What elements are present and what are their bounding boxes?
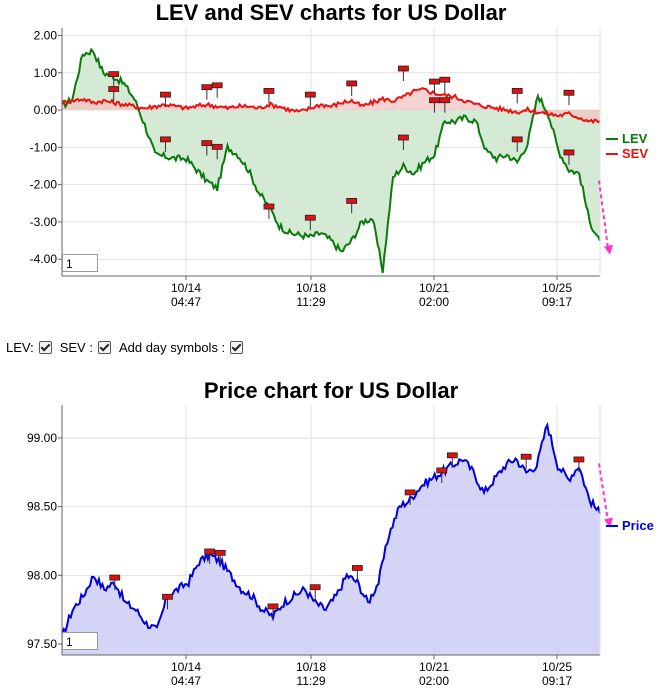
y-tick-label: -3.00 (30, 215, 58, 229)
x-tick-time: 04:47 (171, 674, 201, 688)
day-marker (511, 87, 523, 94)
day-marker (351, 565, 363, 571)
price-chart-title: Price chart for US Dollar (203, 378, 459, 403)
day-marker (263, 87, 275, 94)
lev-sev-zoom-input[interactable]: 1 (62, 254, 98, 272)
day-marker (346, 198, 358, 204)
lev-sev-chart-title: LEV and SEV charts for US Dollar (155, 0, 507, 25)
day-marker (520, 453, 532, 460)
day-marker (204, 548, 216, 555)
series-fill-lev (62, 49, 600, 273)
day-marker (304, 214, 316, 221)
y-tick-label: -4.00 (30, 252, 58, 266)
x-tick-time: 11:29 (296, 295, 325, 309)
day-symbols-label: Add day symbols : (118, 340, 226, 355)
x-tick-time: 09:17 (542, 674, 572, 688)
y-tick-label: -2.00 (30, 178, 58, 192)
day-marker (563, 149, 575, 156)
day-marker (304, 91, 316, 98)
x-tick-time: 11:29 (296, 674, 325, 688)
x-tick-time: 02:00 (419, 295, 449, 309)
day-symbols-checkbox[interactable] (230, 341, 244, 354)
x-tick-date: 10/25 (542, 281, 572, 295)
day-marker (439, 97, 451, 104)
day-marker (398, 134, 409, 141)
day-marker (573, 456, 585, 463)
day-marker (162, 593, 173, 600)
x-tick-date: 10/25 (542, 660, 572, 674)
day-marker (404, 489, 416, 496)
day-marker (160, 136, 171, 143)
price-zoom-input[interactable]: 1 (62, 632, 98, 650)
y-tick-label: 97.50 (27, 637, 57, 651)
day-marker (563, 89, 575, 96)
lev-checkbox[interactable] (38, 341, 52, 354)
series-line-price (61, 422, 601, 635)
x-tick-date: 10/18 (296, 281, 326, 295)
x-tick-time: 09:17 (542, 295, 572, 309)
y-tick-label: 98.50 (27, 500, 57, 514)
day-marker (309, 584, 321, 591)
x-tick-date: 10/21 (419, 660, 449, 674)
series-line-sev (61, 86, 601, 125)
x-tick-time: 02:00 (419, 674, 449, 688)
legend-label-lev: LEV (622, 131, 648, 146)
day-marker (263, 203, 275, 210)
day-marker (511, 136, 523, 143)
x-tick-date: 10/18 (296, 660, 326, 674)
day-marker (109, 574, 121, 581)
series-line-lev (61, 47, 601, 274)
lev-sev-chart: 2.00 1.00 0.00 -1.00 -2.00 -3.00 -4.00 10/1404:… (30, 28, 648, 309)
day-marker (108, 71, 120, 78)
day-marker (346, 80, 358, 87)
y-tick-label: 98.00 (27, 568, 57, 582)
day-marker (160, 91, 171, 98)
sev-toggle-label: SEV : (59, 340, 93, 355)
day-marker (439, 76, 451, 83)
day-marker (211, 82, 223, 89)
y-tick-label: -1.00 (30, 140, 58, 154)
legend-label-sev: SEV (622, 146, 648, 161)
day-marker (214, 549, 226, 556)
x-tick-date: 10/14 (171, 281, 201, 295)
series-fill-price (62, 425, 600, 655)
sev-checkbox[interactable] (97, 341, 111, 354)
trend-arrow (598, 180, 613, 255)
day-marker (398, 65, 409, 72)
x-tick-time: 04:47 (171, 295, 201, 309)
legend-label-price: Price (622, 518, 654, 533)
trend-arrow (598, 463, 613, 528)
day-marker (267, 603, 279, 610)
y-tick-label: 0.00 (34, 103, 58, 117)
y-tick-label: 2.00 (34, 28, 58, 42)
day-marker (211, 143, 223, 150)
y-tick-label: 1.00 (34, 66, 58, 80)
day-marker (201, 140, 213, 147)
day-marker (446, 452, 458, 459)
x-tick-date: 10/14 (171, 660, 201, 674)
y-tick-label: 99.00 (27, 431, 57, 445)
lev-toggle-label: LEV: (6, 340, 34, 355)
x-tick-date: 10/21 (419, 281, 449, 295)
chart-options: LEV: SEV : Add day symbols : (6, 340, 249, 355)
day-marker (436, 467, 448, 474)
